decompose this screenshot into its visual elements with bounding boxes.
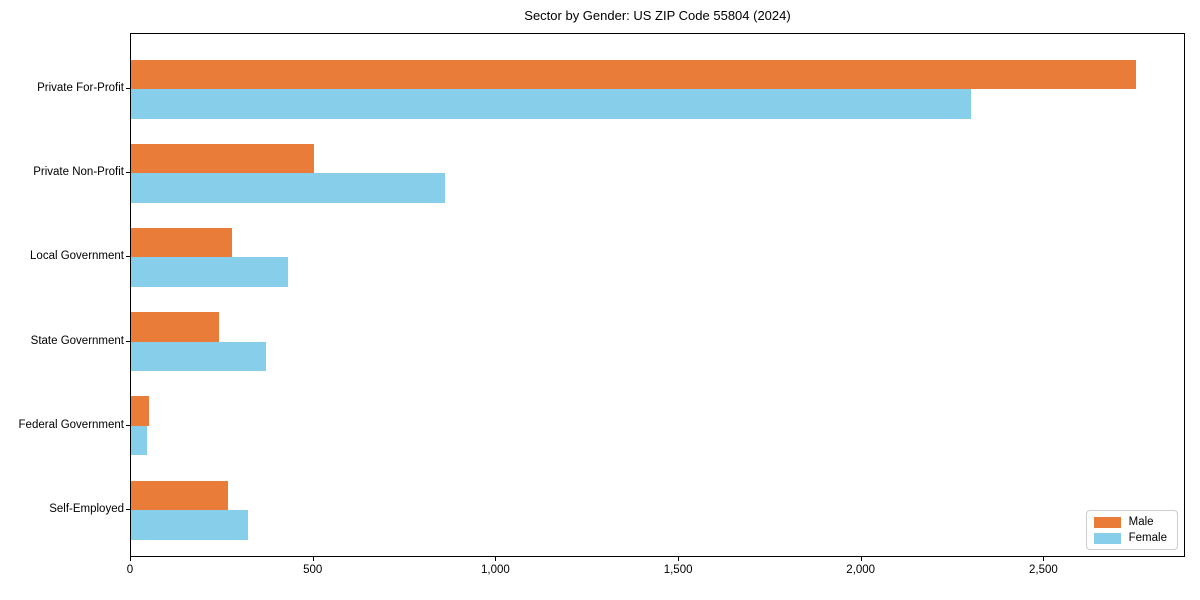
y-tick bbox=[126, 340, 130, 342]
x-tick-label: 2,000 bbox=[846, 564, 876, 576]
y-tick bbox=[126, 509, 130, 511]
x-tick-label: 500 bbox=[303, 564, 323, 576]
x-tick bbox=[130, 557, 131, 561]
legend-item-male: Male bbox=[1093, 516, 1167, 528]
y-tick-label: Private Non-Profit bbox=[33, 166, 124, 179]
chart-title: Sector by Gender: US ZIP Code 55804 (202… bbox=[524, 8, 791, 23]
bar-female-5 bbox=[131, 510, 248, 540]
x-tick bbox=[860, 557, 862, 561]
bar-female-0 bbox=[131, 89, 972, 119]
x-tick bbox=[1043, 557, 1045, 561]
bar-female-2 bbox=[131, 257, 289, 287]
y-tick bbox=[126, 88, 130, 89]
x-tick-label: 1,500 bbox=[663, 564, 693, 576]
y-tick bbox=[126, 256, 130, 258]
bar-male-1 bbox=[131, 143, 314, 174]
legend-label: Female bbox=[1128, 532, 1167, 544]
x-tick-label: 1,000 bbox=[481, 564, 510, 576]
legend-item-female: Female bbox=[1093, 532, 1167, 544]
y-tick bbox=[126, 424, 130, 426]
x-tick-label: 0 bbox=[126, 564, 134, 576]
legend-swatch-male bbox=[1093, 516, 1121, 528]
bar-male-0 bbox=[131, 59, 1136, 89]
x-tick bbox=[495, 557, 497, 561]
x-tick bbox=[312, 557, 314, 561]
legend-swatch-female bbox=[1093, 532, 1121, 544]
y-tick-label: State Government bbox=[30, 334, 124, 347]
plot-area: Male Female bbox=[130, 33, 1185, 557]
y-tick bbox=[126, 172, 130, 174]
bar-female-3 bbox=[131, 341, 267, 372]
y-tick-label: Self-Employed bbox=[49, 503, 124, 516]
legend: Male Female bbox=[1085, 510, 1178, 550]
x-tick bbox=[678, 557, 680, 561]
x-tick-label: 2,500 bbox=[1029, 564, 1058, 576]
y-tick-label: Local Government bbox=[30, 250, 124, 263]
bar-male-3 bbox=[131, 312, 219, 342]
bar-female-4 bbox=[131, 425, 148, 456]
bar-male-4 bbox=[131, 396, 150, 426]
bar-male-5 bbox=[131, 480, 228, 511]
y-tick-label: Federal Government bbox=[18, 418, 124, 431]
bar-male-2 bbox=[131, 227, 232, 258]
y-tick-label: Private For-Profit bbox=[37, 82, 124, 94]
legend-label: Male bbox=[1128, 516, 1154, 528]
bar-female-1 bbox=[131, 173, 446, 203]
